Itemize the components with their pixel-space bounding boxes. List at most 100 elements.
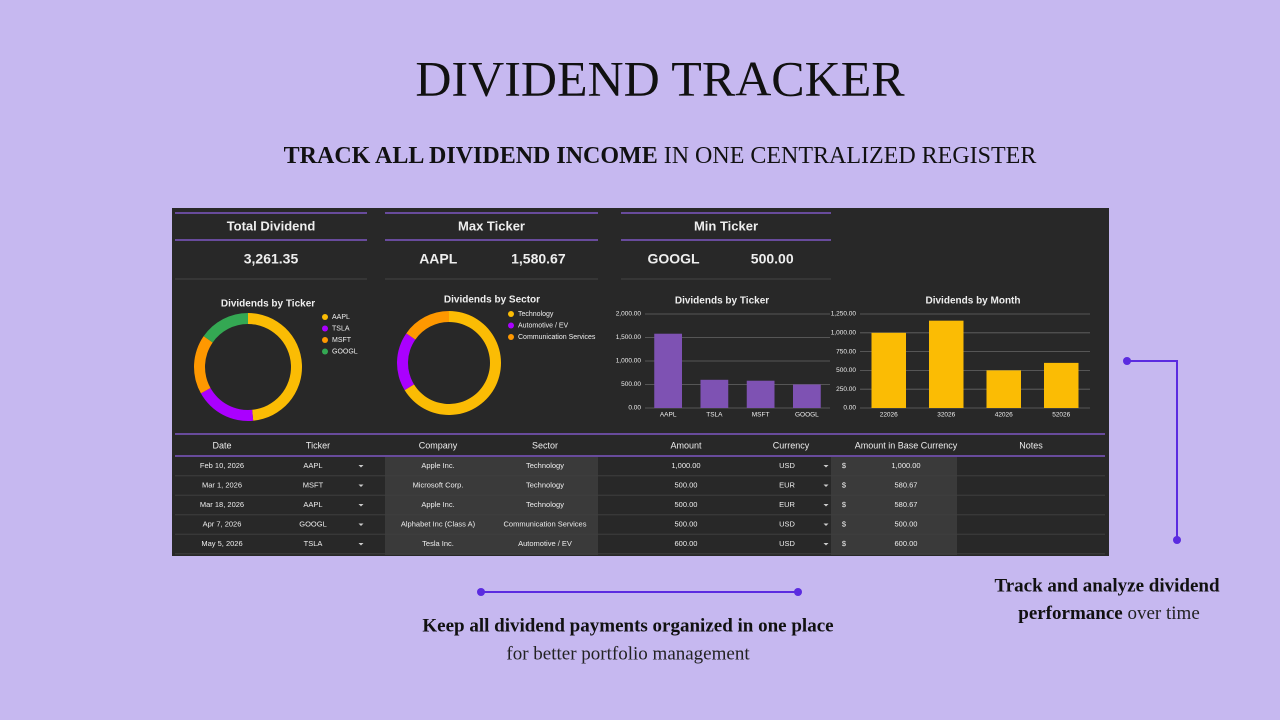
legend-swatch: [508, 322, 514, 329]
dropdown-arrow: [823, 465, 829, 468]
column-shade: [831, 457, 957, 555]
donut-segment: [397, 333, 416, 391]
legend-swatch: [322, 325, 328, 332]
legend-label: Communication Services: [518, 334, 596, 341]
table-cell: 500.00: [895, 519, 918, 528]
bar: [793, 384, 821, 408]
table-cell: 1,000.00: [671, 461, 700, 470]
kpi-value: 500.00: [751, 251, 794, 267]
table-cell: $: [842, 519, 847, 528]
annotation-bold: Keep all dividend payments organized in …: [422, 615, 833, 636]
y-tick-label: 500.00: [836, 367, 856, 374]
legend-label: TSLA: [332, 325, 350, 332]
table-cell: Feb 10, 2026: [200, 461, 244, 470]
table-cell: 600.00: [895, 539, 918, 548]
bar: [1044, 362, 1079, 408]
donut-segment: [406, 311, 449, 340]
legend-swatch: [322, 314, 328, 320]
table-cell: Communication Services: [504, 519, 587, 528]
x-tick-label: AAPL: [660, 412, 677, 419]
connector: [1127, 360, 1178, 540]
title: DIVIDEND TRACKER: [415, 50, 905, 106]
subtitle-rest: IN ONE CENTRALIZED REGISTER: [664, 143, 1037, 169]
table-cell: $: [842, 461, 847, 470]
table-cell: Technology: [526, 500, 564, 509]
table-cell: Technology: [526, 461, 564, 470]
x-tick-label: 22026: [880, 412, 898, 419]
y-tick-label: 2,000.00: [616, 311, 642, 318]
kpi-value: 1,580.67: [511, 251, 566, 267]
dropdown-arrow: [823, 543, 829, 546]
donut-segment: [194, 336, 213, 394]
column-header: Amount in Base Currency: [855, 440, 958, 450]
table-cell: 500.00: [675, 480, 698, 489]
table-cell: MSFT: [303, 480, 324, 489]
table-cell: Technology: [526, 480, 564, 489]
legend-swatch: [508, 311, 514, 317]
donut-segment: [200, 388, 254, 421]
kpi-title: Total Dividend: [227, 218, 316, 233]
kpi-ticker: GOOGL: [647, 251, 700, 267]
legend-label: MSFT: [332, 337, 352, 344]
column-header: Amount: [670, 440, 702, 450]
table-cell: 580.67: [895, 500, 918, 509]
dot: [794, 588, 802, 596]
annotation-text: for better portfolio management: [506, 643, 750, 664]
table-cell: 500.00: [675, 500, 698, 509]
x-tick-label: 32026: [937, 412, 955, 419]
kpi-title: Max Ticker: [458, 218, 525, 233]
bar: [654, 333, 682, 408]
x-tick-label: MSFT: [752, 412, 770, 419]
table-cell: Alphabet Inc (Class A): [401, 519, 476, 528]
legend-swatch: [508, 334, 514, 340]
chart-title: Dividends by Month: [926, 296, 1021, 307]
column-shade: [385, 457, 598, 555]
column-header: Sector: [532, 440, 558, 450]
y-tick-label: 250.00: [836, 386, 856, 393]
table-cell: TSLA: [304, 539, 323, 548]
dot: [1173, 536, 1181, 544]
y-tick-label: 0.00: [628, 405, 641, 412]
table-cell: Apr 7, 2026: [203, 519, 242, 528]
table-cell: $: [842, 539, 847, 548]
table-cell: Mar 18, 2026: [200, 500, 244, 509]
y-tick-label: 1,000.00: [616, 358, 642, 365]
x-tick-label: 52026: [1052, 412, 1070, 419]
x-tick-label: 42026: [995, 412, 1013, 419]
table-cell: EUR: [779, 500, 795, 509]
chart-title: Dividends by Sector: [444, 295, 540, 306]
table-cell: Automotive / EV: [518, 539, 572, 548]
x-tick-label: GOOGL: [795, 412, 819, 419]
bar: [700, 379, 729, 408]
chart-title: Dividends by Ticker: [675, 296, 769, 307]
table-cell: 1,000.00: [891, 461, 920, 470]
table-cell: AAPL: [303, 500, 322, 509]
legend-label: GOOGL: [332, 348, 358, 355]
kpi-ticker: AAPL: [419, 251, 458, 267]
table-cell: USD: [779, 461, 795, 470]
y-tick-label: 1,000.00: [831, 330, 857, 337]
legend-label: AAPL: [332, 314, 350, 321]
table-cell: AAPL: [303, 461, 322, 470]
bar: [871, 332, 906, 408]
table-cell: 580.67: [895, 480, 918, 489]
x-tick-label: TSLA: [706, 412, 723, 419]
bar: [986, 370, 1021, 408]
annotation-text: performance over time: [1018, 603, 1200, 624]
table-cell: Tesla Inc.: [422, 539, 454, 548]
column-header: Date: [212, 440, 231, 450]
donut-segment: [203, 313, 248, 343]
annotation-bold: Track and analyze dividend: [994, 575, 1219, 596]
dot: [1123, 357, 1131, 365]
column-header: Notes: [1019, 440, 1043, 450]
column-header: Ticker: [306, 440, 330, 450]
dropdown-arrow: [358, 484, 364, 487]
y-tick-label: 750.00: [836, 348, 856, 355]
dropdown-arrow: [358, 543, 364, 546]
dropdown-arrow: [823, 484, 829, 487]
y-tick-label: 1,500.00: [616, 334, 642, 341]
subtitle-bold: TRACK ALL DIVIDEND INCOME: [284, 143, 658, 169]
legend-label: Automotive / EV: [518, 322, 569, 329]
table-cell: Microsoft Corp.: [413, 480, 464, 489]
